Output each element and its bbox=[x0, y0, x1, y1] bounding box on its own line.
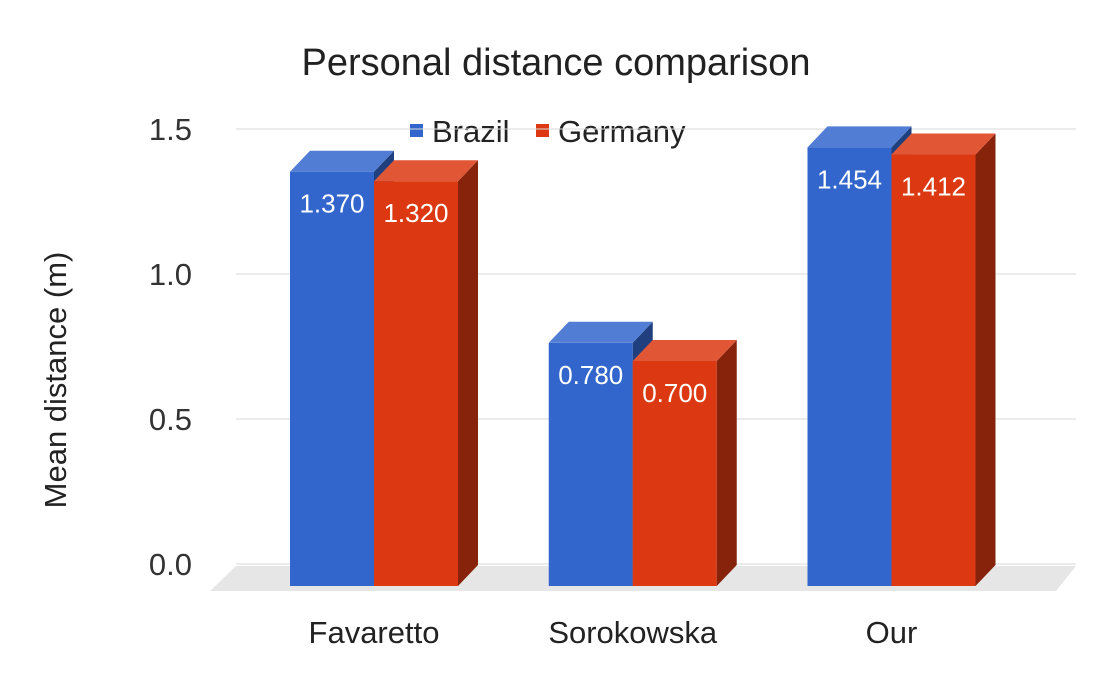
bar-side bbox=[975, 133, 996, 586]
bar-front bbox=[374, 181, 458, 586]
y-tick-label: 0.0 bbox=[149, 547, 192, 582]
bar-top bbox=[374, 160, 478, 182]
y-tick-label: 1.5 bbox=[149, 112, 192, 147]
data-label: 0.780 bbox=[558, 360, 623, 390]
data-label: 1.412 bbox=[901, 172, 966, 202]
bar-front bbox=[632, 361, 717, 586]
legend-label-germany: Germany bbox=[558, 114, 686, 149]
data-label: 1.454 bbox=[817, 164, 882, 194]
x-axis-ticks: Favaretto Sorokowska Our bbox=[309, 615, 918, 650]
bar-top bbox=[807, 126, 912, 148]
y-axis-label: Mean distance (m) bbox=[38, 252, 73, 509]
bar-front bbox=[807, 147, 892, 586]
data-label: 1.320 bbox=[383, 198, 448, 228]
y-axis-ticks: 0.0 0.5 1.0 1.5 bbox=[149, 112, 192, 582]
chart-title: Personal distance comparison bbox=[301, 42, 810, 84]
x-tick-label: Sorokowska bbox=[548, 615, 718, 650]
legend-label-brazil: Brazil bbox=[432, 114, 510, 149]
bar-side bbox=[716, 340, 737, 586]
legend-swatch-germany bbox=[536, 124, 549, 137]
data-label: 0.700 bbox=[642, 378, 707, 408]
data-label: 1.370 bbox=[299, 189, 364, 219]
legend-swatch-brazil bbox=[410, 124, 423, 137]
bar-front bbox=[290, 171, 374, 586]
bar-front bbox=[548, 342, 633, 586]
legend: Brazil Germany bbox=[410, 114, 686, 149]
bar-side bbox=[458, 160, 478, 586]
bar-top bbox=[290, 150, 394, 172]
x-tick-label: Our bbox=[866, 615, 918, 650]
bars: 1.370 1.320 0.780 0.700 1.454 1.412 bbox=[290, 126, 996, 586]
x-tick-label: Favaretto bbox=[309, 615, 440, 650]
y-tick-label: 1.0 bbox=[149, 257, 192, 292]
y-tick-label: 0.5 bbox=[149, 402, 192, 437]
bar-top bbox=[632, 340, 737, 361]
bar-front bbox=[891, 154, 976, 586]
bar-top bbox=[548, 321, 653, 343]
bar-top bbox=[891, 133, 996, 155]
